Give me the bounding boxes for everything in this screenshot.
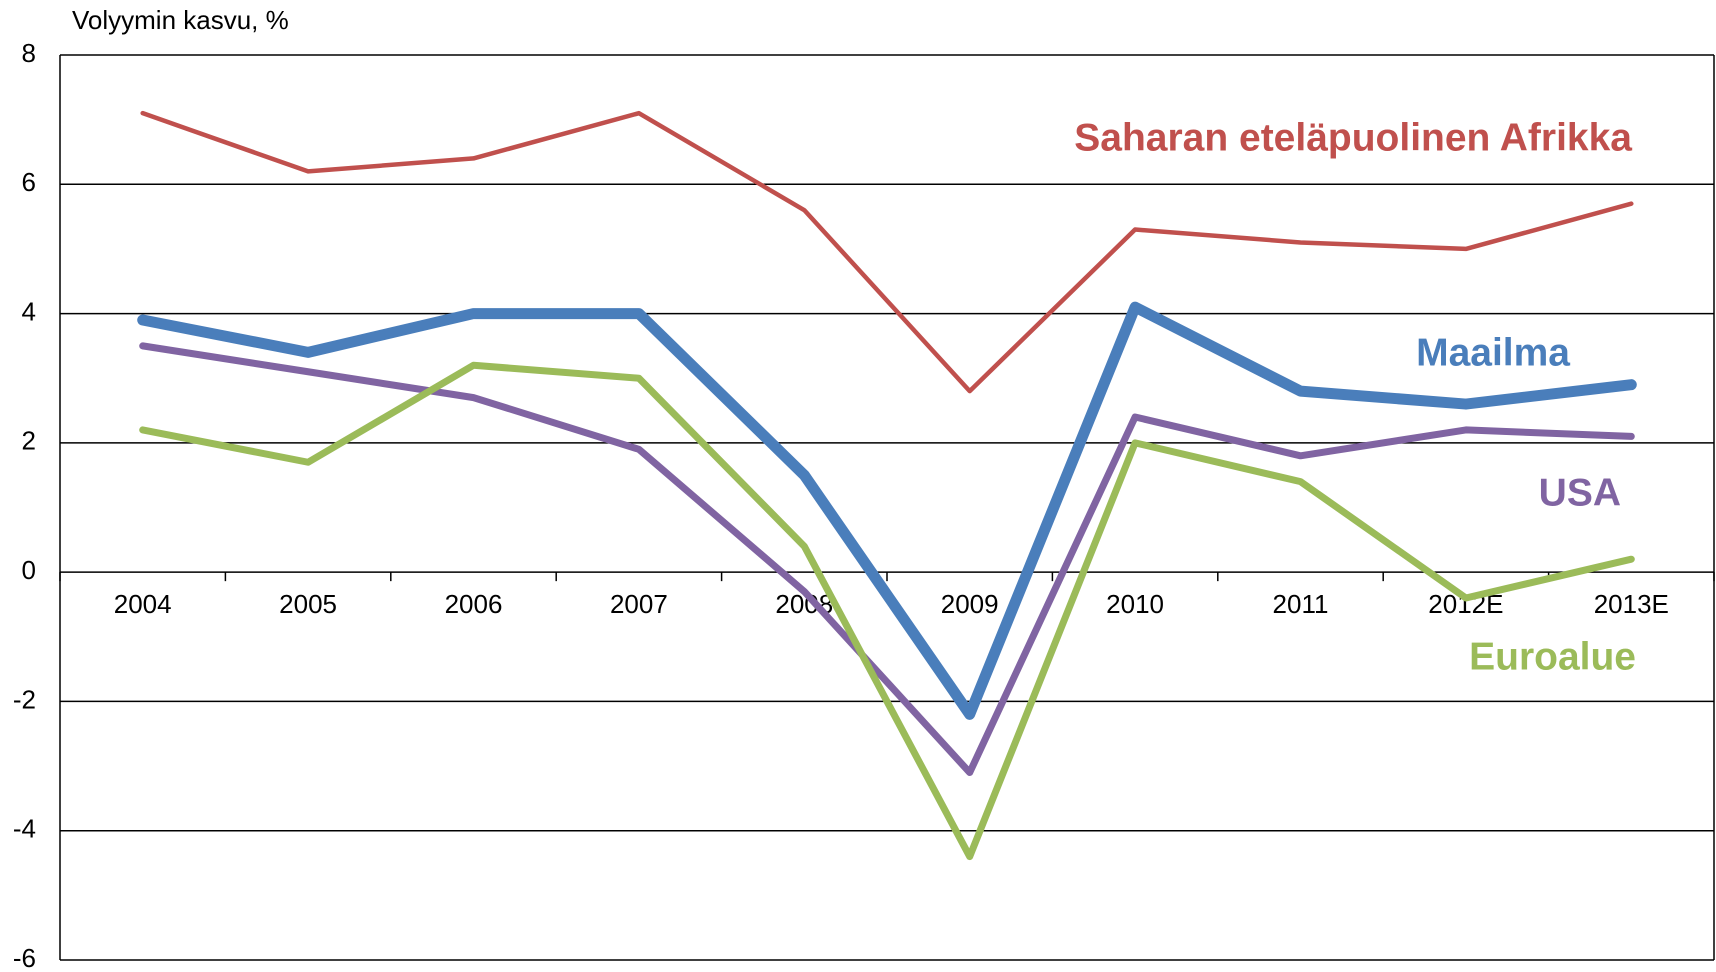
x-tick-label: 2006 <box>445 589 503 619</box>
series-label: Euroalue <box>1469 635 1636 678</box>
y-tick-label: -6 <box>13 943 36 972</box>
y-tick-label: 6 <box>22 167 36 197</box>
series-line <box>140 110 1634 394</box>
y-tick-label: 2 <box>22 426 36 456</box>
x-tick-label: 2009 <box>941 589 999 619</box>
x-tick-label: 2007 <box>610 589 668 619</box>
series-line <box>137 301 1637 720</box>
x-tick-label: 2005 <box>279 589 337 619</box>
series-label: USA <box>1539 471 1621 514</box>
y-tick-label: 4 <box>22 296 36 326</box>
y-tick-label: 8 <box>22 38 36 68</box>
series-line <box>139 361 1635 861</box>
x-tick-label: 2010 <box>1106 589 1164 619</box>
series-label: Maailma <box>1416 331 1570 374</box>
x-tick-label: 2004 <box>114 589 172 619</box>
y-tick-label: -2 <box>13 684 36 714</box>
y-axis-label: Volyymin kasvu, % <box>72 5 289 35</box>
series-label: Saharan eteläpuolinen Afrikka <box>1074 116 1632 159</box>
y-tick-label: -4 <box>13 814 36 844</box>
x-tick-label: 2013E <box>1594 589 1669 619</box>
x-tick-label: 2011 <box>1273 589 1329 619</box>
series-line <box>139 342 1635 777</box>
y-tick-label: 0 <box>22 555 36 585</box>
